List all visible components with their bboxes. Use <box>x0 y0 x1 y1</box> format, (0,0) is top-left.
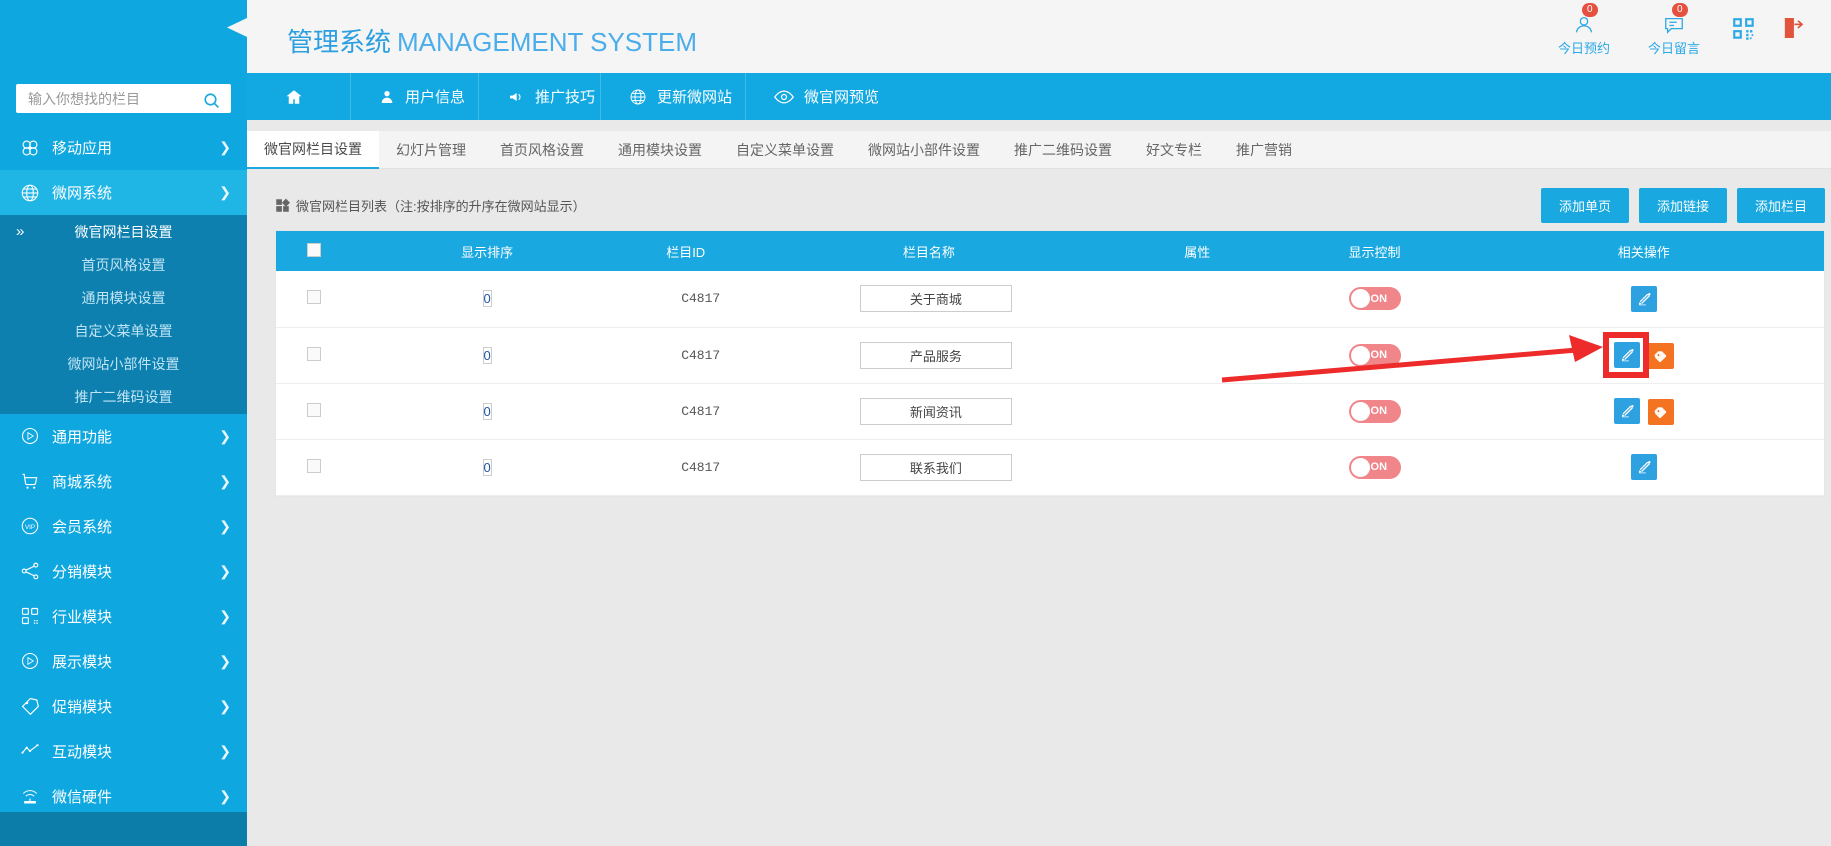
svg-text:VIP: VIP <box>25 524 35 531</box>
